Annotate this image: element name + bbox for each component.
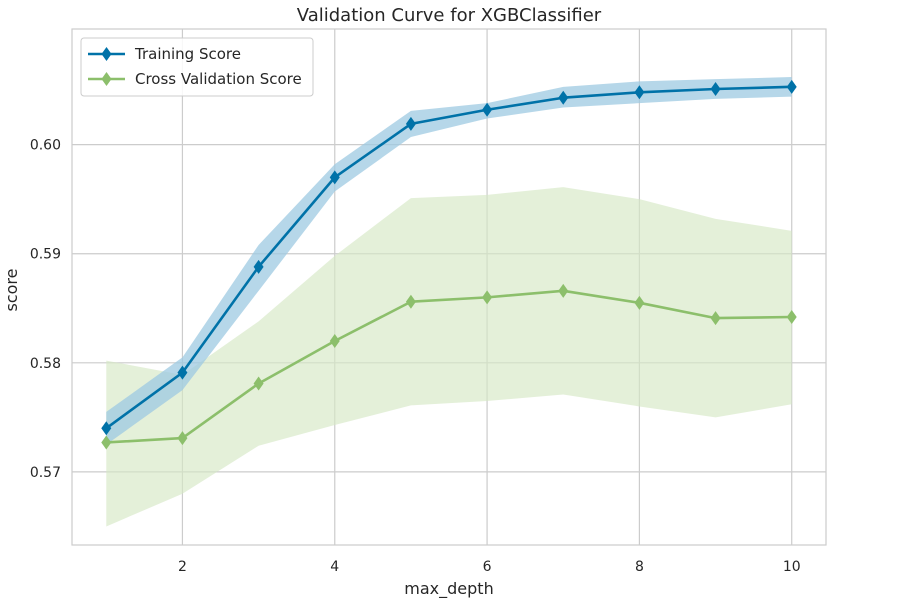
series-line-cross-validation — [106, 289, 792, 444]
chart-title: Validation Curve for XGBClassifier — [297, 5, 602, 26]
confidence-band-cross-validation — [106, 187, 792, 527]
legend-box — [80, 37, 314, 97]
y-tick-label: 0.59 — [30, 247, 61, 263]
legend-marker-training — [101, 47, 112, 61]
data-point-cross-validation — [634, 295, 645, 310]
series-markers — [101, 79, 797, 450]
data-point-training — [558, 90, 569, 105]
data-point-training — [482, 102, 493, 117]
data-point-training — [329, 170, 340, 185]
confidence-bands — [106, 77, 792, 527]
y-tick-label: 0.57 — [30, 465, 61, 481]
legend-marker-cross-validation — [101, 72, 112, 86]
data-point-cross-validation — [710, 311, 721, 326]
data-point-cross-validation — [405, 294, 416, 309]
y-axis-ticks: 0.57 0.58 0.59 0.60 — [30, 138, 61, 481]
legend: Training Score Cross Validation Score — [80, 37, 314, 97]
data-point-training — [710, 82, 721, 96]
x-axis-label: max_depth — [404, 579, 493, 599]
data-point-training — [786, 79, 797, 94]
data-point-training — [253, 259, 264, 274]
y-tick-label: 0.58 — [30, 356, 61, 372]
x-tick-label: 8 — [635, 559, 644, 575]
data-point-cross-validation — [482, 290, 493, 305]
x-tick-label: 10 — [783, 559, 801, 575]
data-point-cross-validation — [329, 334, 340, 348]
x-tick-label: 4 — [330, 559, 339, 575]
x-tick-label: 2 — [178, 559, 187, 575]
data-point-cross-validation — [558, 283, 569, 298]
data-point-cross-validation — [177, 431, 188, 446]
data-point-cross-validation — [101, 435, 112, 450]
data-point-training — [634, 85, 645, 100]
y-tick-label: 0.60 — [30, 138, 61, 154]
data-point-training — [177, 365, 188, 380]
x-axis-ticks: 2 4 6 8 10 — [178, 559, 801, 575]
series-lines — [105, 85, 792, 444]
y-axis-label: score — [2, 269, 21, 312]
legend-label-cross-validation: Cross Validation Score — [135, 70, 302, 88]
data-point-training — [405, 116, 416, 131]
data-point-cross-validation — [786, 310, 797, 324]
data-point-training — [101, 421, 112, 436]
x-tick-label: 6 — [483, 559, 492, 575]
data-point-cross-validation — [253, 376, 264, 391]
series-line-training — [105, 85, 792, 430]
legend-label-training: Training Score — [134, 45, 241, 63]
